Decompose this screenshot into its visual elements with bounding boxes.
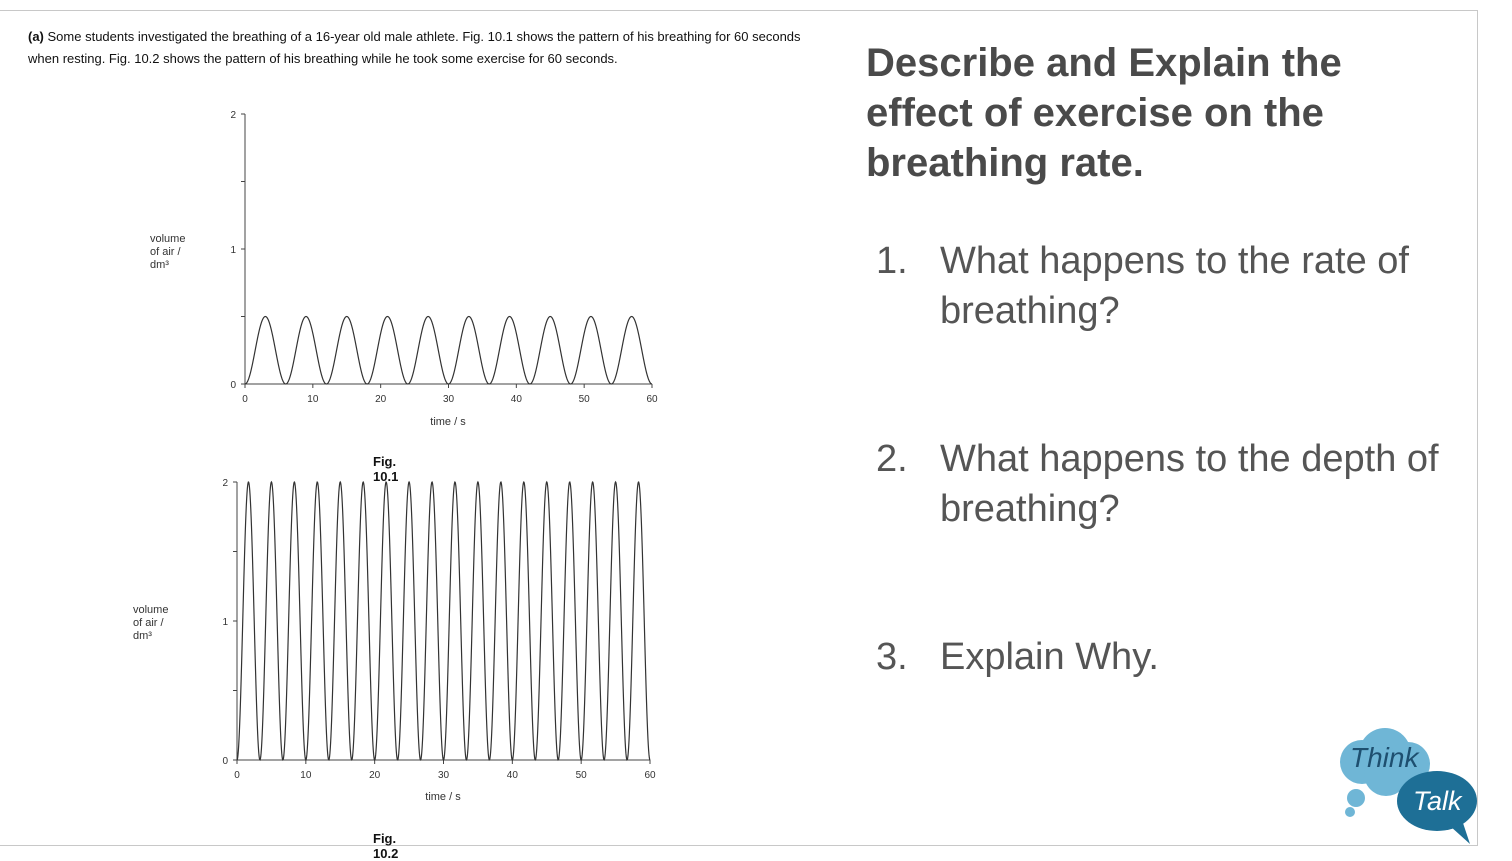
x-tick-label: 30 — [438, 770, 450, 781]
x-tick-label: 50 — [579, 394, 591, 405]
x-tick-label: 10 — [300, 770, 312, 781]
breathing-series-line — [244, 315, 653, 385]
x-tick-label: 20 — [369, 770, 381, 781]
y-tick-label: 1 — [230, 245, 236, 256]
x-tick-label: 20 — [375, 394, 387, 405]
slide-frame — [0, 10, 1478, 846]
question-2-number: 2. — [876, 438, 908, 480]
question-3-text: Explain Why. — [940, 636, 1159, 678]
x-tick-label: 60 — [646, 394, 658, 405]
question-1-number: 1. — [876, 240, 908, 282]
x-axis-label: time / s — [425, 791, 461, 803]
ylabel-line2: of air / dm³ — [133, 617, 164, 642]
ylabel-line1: volume — [150, 233, 186, 245]
question-1-text: What happens to the rate of breathing? — [940, 240, 1409, 332]
ylabel-line1: volume — [133, 604, 169, 616]
breathing-series-line — [236, 480, 651, 762]
ylabel-line2: of air / dm³ — [150, 246, 181, 271]
x-tick-label: 50 — [576, 770, 588, 781]
chart-fig-10-2-ylabel: volume of air / dm³ — [133, 604, 168, 643]
x-axis-label: time / s — [430, 416, 466, 428]
y-tick-label: 2 — [222, 478, 228, 489]
y-tick-label: 2 — [230, 110, 236, 121]
slide-heading: Describe and Explain the effect of exerc… — [866, 41, 1342, 185]
y-tick-label: 1 — [222, 617, 228, 628]
y-tick-label: 0 — [230, 380, 236, 391]
chart-fig-10-1-ylabel: volume of air / dm³ — [150, 233, 185, 272]
think-cloud — [1340, 728, 1430, 817]
y-tick-label: 0 — [222, 756, 228, 767]
x-tick-label: 10 — [307, 394, 319, 405]
part-label: (a) — [28, 29, 44, 44]
question-2-text: What happens to the depth of breathing? — [940, 438, 1439, 530]
x-tick-label: 40 — [511, 394, 523, 405]
x-tick-label: 40 — [507, 770, 519, 781]
intro-body: Some students investigated the breathing… — [28, 29, 801, 66]
x-tick-label: 60 — [644, 770, 656, 781]
think-talk-icon — [1340, 728, 1477, 844]
x-tick-label: 0 — [234, 770, 240, 781]
talk-label: Talk — [1413, 786, 1462, 816]
talk-bubble — [1397, 771, 1477, 844]
x-tick-label: 30 — [443, 394, 455, 405]
x-tick-label: 0 — [242, 394, 248, 405]
fig-10-1-caption: Fig. 10.1 — [373, 454, 399, 484]
question-3-number: 3. — [876, 636, 908, 678]
think-label: Think — [1350, 742, 1419, 773]
intro-text: (a) Some students investigated the breat… — [28, 26, 808, 70]
